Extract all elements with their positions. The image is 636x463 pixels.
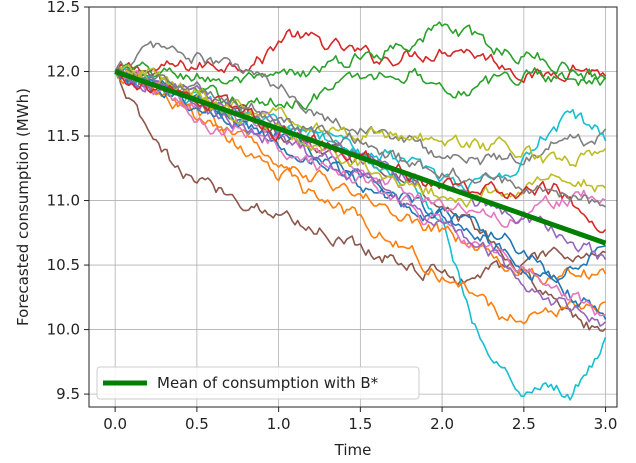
mean-line-layer — [114, 69, 607, 246]
y-ticks: 9.5 10.0 10.5 11.0 11.5 12.0 12.5 — [47, 0, 89, 403]
legend-box — [96, 366, 420, 400]
x-ticks: 0.0 0.5 1.0 1.5 2.0 2.5 3.0 — [103, 407, 617, 433]
legend: Mean of consumption with B* — [96, 366, 420, 400]
series-line-4 — [114, 70, 606, 286]
plot-frame — [88, 6, 618, 408]
series-line-12 — [114, 69, 606, 317]
y-tick-label-1: 10.0 — [47, 321, 80, 339]
series-line-16 — [114, 64, 607, 168]
y-tick-label-0: 9.5 — [56, 385, 80, 403]
x-tick-label-2: 1.0 — [267, 415, 291, 433]
y-axis-label: Forecasted consumption (MWh) — [14, 88, 32, 326]
x-tick-label-3: 1.5 — [348, 415, 372, 433]
legend-label-mean: Mean of consumption with B* — [157, 374, 379, 392]
series-line-19 — [114, 66, 607, 208]
series-line-18 — [114, 67, 607, 234]
series-line-3 — [114, 40, 607, 166]
x-tick-label-6: 3.0 — [594, 415, 618, 433]
series-line-2 — [114, 63, 607, 111]
series-line-1 — [114, 21, 607, 86]
mean-consumption-line — [114, 69, 607, 246]
y-tick-label-4: 11.5 — [47, 127, 80, 145]
y-tick-label-5: 12.0 — [47, 63, 80, 81]
x-axis-label: Time — [334, 441, 372, 459]
y-tick-label-6: 12.5 — [47, 0, 80, 16]
series-line-0 — [114, 28, 607, 84]
y-tick-label-2: 10.5 — [47, 256, 80, 274]
x-tick-label-4: 2.0 — [430, 415, 454, 433]
series-line-15 — [114, 69, 607, 261]
series-line-14 — [115, 67, 607, 327]
x-tick-label-0: 0.0 — [103, 415, 127, 433]
x-tick-label-5: 2.5 — [512, 415, 536, 433]
series-line-8 — [114, 71, 606, 325]
series-line-10 — [114, 70, 606, 284]
x-tick-label-1: 0.5 — [185, 415, 209, 433]
y-tick-label-3: 11.0 — [47, 192, 80, 210]
series-lines — [114, 21, 607, 401]
